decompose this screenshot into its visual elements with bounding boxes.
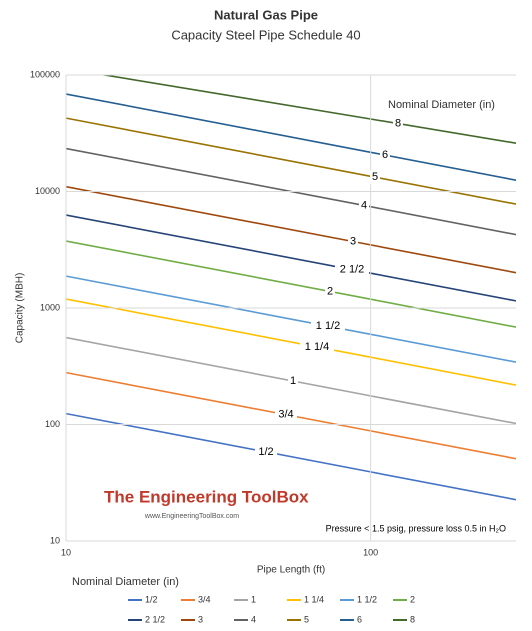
label-bg bbox=[275, 407, 297, 422]
plot-area bbox=[66, 75, 516, 501]
series-label: 1/2 bbox=[258, 446, 273, 458]
legend-label: 1/2 bbox=[145, 594, 158, 604]
label-bg bbox=[380, 148, 390, 163]
x-axis-label: Pipe Length (ft) bbox=[257, 565, 325, 576]
label-bg bbox=[359, 198, 369, 213]
series-label: 6 bbox=[382, 149, 388, 161]
watermark-url: www.EngineeringToolBox.com bbox=[144, 513, 239, 520]
legend-label: 1 1/4 bbox=[304, 594, 324, 604]
series-label: 8 bbox=[395, 117, 401, 129]
series-label: 5 bbox=[372, 171, 378, 183]
series-label: 1 1/4 bbox=[305, 341, 329, 353]
legend-label: 3/4 bbox=[198, 594, 211, 604]
series-label: 4 bbox=[361, 199, 367, 211]
label-bg bbox=[311, 319, 345, 334]
x-tick-label: 10 bbox=[61, 547, 71, 557]
legend-label: 1 bbox=[251, 594, 256, 604]
y-tick-label: 10 bbox=[50, 535, 60, 545]
chart-subtitle: Capacity Steel Pipe Schedule 40 bbox=[171, 27, 360, 42]
series-line bbox=[66, 240, 516, 328]
series-label: 1 bbox=[290, 375, 296, 387]
label-bg bbox=[370, 170, 380, 185]
y-tick-label: 100000 bbox=[30, 69, 60, 79]
legend-label: 2 1/2 bbox=[145, 614, 165, 624]
chart-title: Natural Gas Pipe bbox=[214, 7, 318, 22]
label-bg bbox=[325, 284, 335, 299]
y-tick-label: 10000 bbox=[35, 186, 60, 196]
annotation: Nominal Diameter (in) bbox=[388, 99, 495, 111]
y-axis-label: Capacity (MBH) bbox=[15, 273, 26, 344]
label-bg bbox=[300, 339, 334, 354]
legend-label: 3 bbox=[198, 614, 203, 624]
series-label: 1 1/2 bbox=[316, 320, 340, 332]
legend-label: 5 bbox=[304, 614, 309, 624]
legend-label: 8 bbox=[410, 614, 415, 624]
label-bg bbox=[348, 234, 358, 249]
label-bg bbox=[255, 444, 277, 459]
x-tick-label: 100 bbox=[363, 547, 378, 557]
series-line bbox=[66, 214, 516, 302]
label-bg bbox=[288, 374, 298, 389]
series-line bbox=[66, 275, 516, 363]
series-label: 2 1/2 bbox=[340, 264, 364, 276]
legend-label: 6 bbox=[357, 614, 362, 624]
y-tick-label: 100 bbox=[45, 419, 60, 429]
legend-label: 4 bbox=[251, 614, 256, 624]
series-label: 3 bbox=[350, 235, 356, 247]
legend-label: 2 bbox=[410, 594, 415, 604]
note: Pressure < 1.5 psig, pressure loss 0.5 i… bbox=[326, 523, 506, 533]
series-line bbox=[66, 185, 516, 274]
series-line bbox=[66, 298, 516, 386]
legend-title: Nominal Diameter (in) bbox=[72, 576, 179, 588]
watermark: The Engineering ToolBox bbox=[104, 487, 309, 506]
y-tick-label: 1000 bbox=[40, 302, 60, 312]
label-bg bbox=[335, 262, 369, 277]
series-label: 3/4 bbox=[278, 409, 293, 421]
series-label: 2 bbox=[327, 285, 333, 297]
label-bg bbox=[393, 116, 403, 131]
legend-label: 1 1/2 bbox=[357, 594, 377, 604]
